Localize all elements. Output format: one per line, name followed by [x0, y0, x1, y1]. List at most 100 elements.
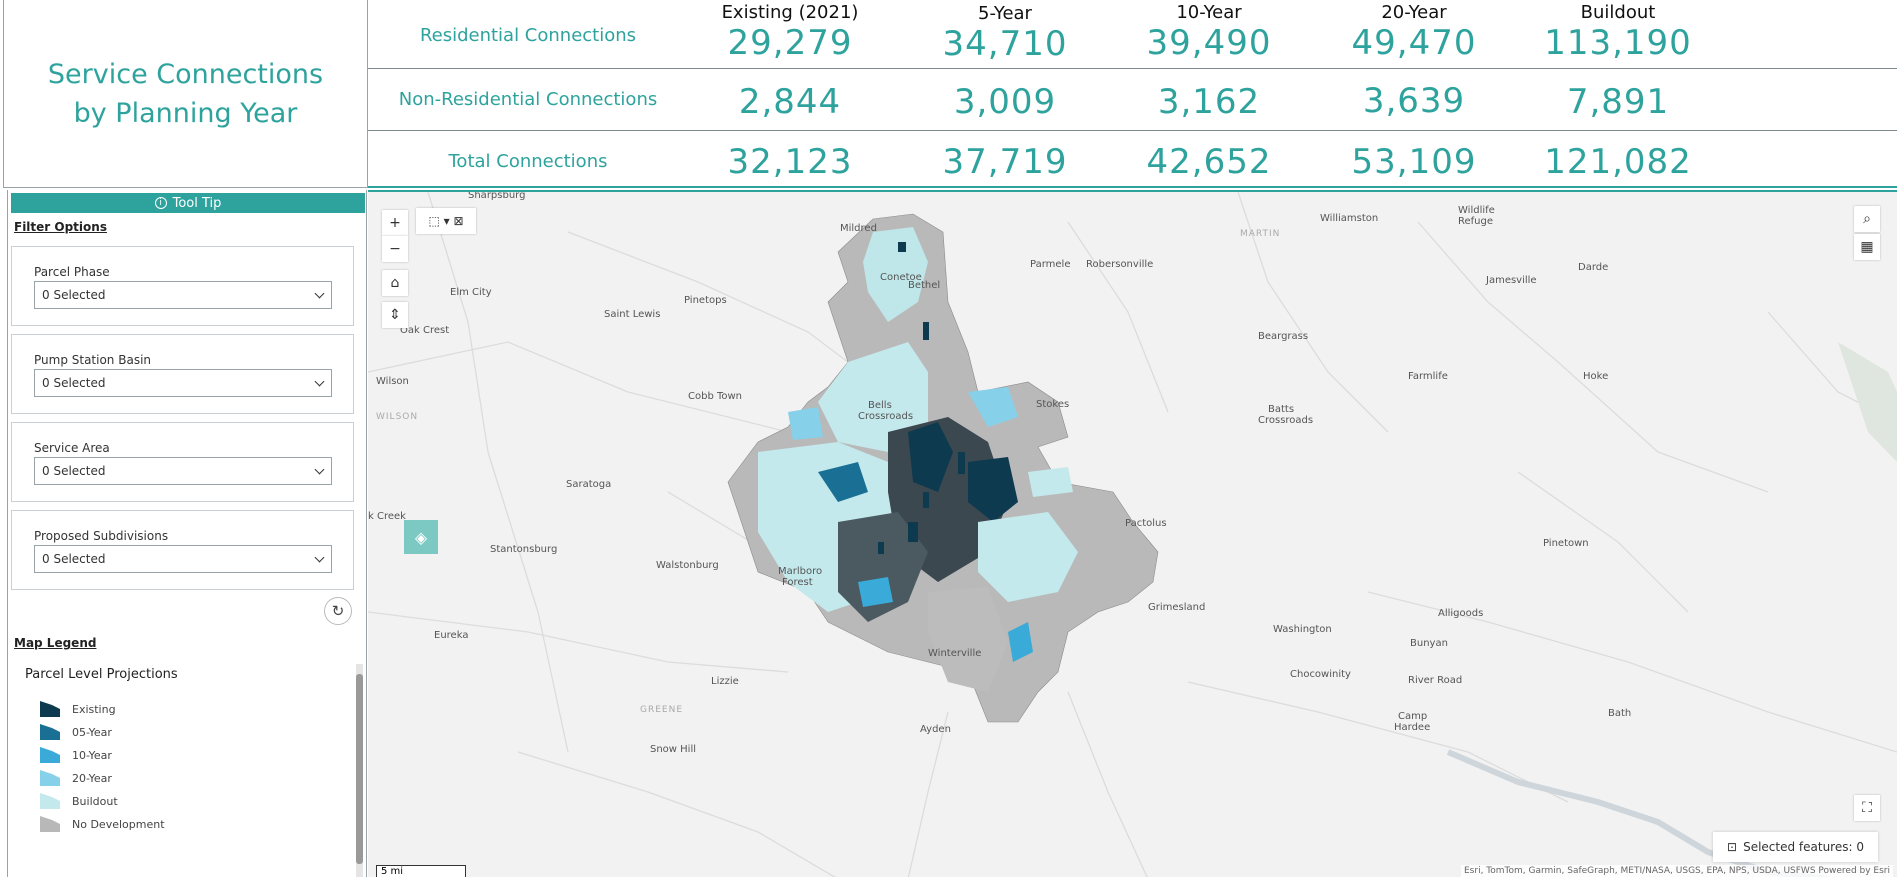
layer-list-button[interactable]: ◈: [404, 520, 438, 554]
place-label: Sharpsburg: [468, 190, 526, 201]
place-label: Lizzie: [711, 676, 739, 687]
row-divider: [368, 68, 1897, 69]
place-label: GREENE: [640, 705, 684, 715]
fullscreen-button[interactable]: ⛶: [1854, 795, 1880, 821]
place-label: MARTIN: [1240, 229, 1281, 239]
place-label: Saratoga: [566, 479, 612, 490]
qr-code-icon: ▦: [1860, 239, 1874, 255]
zoom-out-button[interactable]: −: [382, 236, 408, 262]
place-label: Snow Hill: [650, 744, 697, 755]
col-header-existing: Existing (2021): [721, 2, 859, 23]
filter-label: Parcel Phase: [34, 265, 110, 279]
home-icon: ⌂: [390, 275, 400, 291]
map-canvas[interactable]: [368, 192, 1897, 877]
place-label: Washington: [1273, 624, 1332, 635]
wildlife-refuge-area: [1838, 342, 1897, 462]
map-attribution: Esri, TomTom, Garmin, SafeGraph, METI/NA…: [1461, 865, 1893, 877]
fullscreen-icon: ⛶: [1862, 800, 1872, 816]
non-residential-5-year: 3,009: [953, 82, 1057, 122]
select-value: 0 Selected: [42, 288, 106, 302]
qr-code-button[interactable]: ▦: [1854, 234, 1880, 260]
legend-scrollbar[interactable]: [356, 664, 363, 877]
table-bottom-border: [368, 186, 1897, 188]
place-label: Conetoe: [880, 272, 922, 283]
place-label: Pinetops: [684, 295, 727, 306]
place-label: Batts: [1268, 404, 1295, 415]
col-header-5-year: 5-Year: [978, 3, 1032, 24]
place-label: Mildred: [840, 223, 877, 234]
place-label: Bethel: [908, 280, 941, 291]
selection-icon: ⊡: [1727, 840, 1738, 854]
existing-parcels: [878, 242, 981, 554]
place-label: Crossroads: [1258, 415, 1314, 426]
compass-icon: ⇕: [389, 307, 401, 323]
col-header-10-year: 10-Year: [1176, 2, 1242, 23]
chevron-down-icon: [314, 376, 325, 387]
chevron-down-icon: [314, 288, 325, 299]
place-label: Cobb Town: [688, 391, 743, 402]
non-residential-10-year: 3,162: [1157, 82, 1261, 122]
place-label: Elm City: [450, 287, 492, 298]
home-button[interactable]: ⌂: [382, 270, 408, 296]
legend-swatch: [40, 701, 60, 717]
chevron-down-icon: [314, 552, 325, 563]
reset-filters-button[interactable]: ↻: [324, 597, 352, 625]
connections-stats-table: Existing (2021) 5-Year 10-Year 20-Year B…: [368, 0, 1897, 188]
proposed-subdivisions-select[interactable]: 0 Selected: [34, 545, 332, 573]
non-residential-buildout: 7,891: [1566, 82, 1670, 122]
legend-scrollbar-thumb[interactable]: [356, 674, 363, 864]
place-label: Camp: [1398, 711, 1428, 722]
legend-item-20-year: 20-Year: [40, 768, 112, 788]
place-label: River Road: [1408, 675, 1463, 686]
legend-label: Buildout: [72, 794, 118, 808]
legend-label: No Development: [72, 817, 165, 831]
zoom-in-button[interactable]: +: [382, 210, 408, 236]
search-button[interactable]: ⌕: [1854, 206, 1880, 232]
legend-title: Parcel Level Projections: [25, 667, 178, 682]
parcel-phase-select[interactable]: 0 Selected: [34, 281, 332, 309]
place-label: Forest: [782, 577, 813, 588]
place-label: Robersonville: [1086, 259, 1154, 270]
tooltip-button[interactable]: i Tool Tip: [11, 193, 365, 213]
place-label: Grimesland: [1148, 602, 1206, 613]
service-area-select[interactable]: 0 Selected: [34, 457, 332, 485]
select-tool-icon: ⬚ ▾ ⊠: [428, 214, 464, 228]
residential-20-year: 49,470: [1351, 23, 1477, 63]
scale-bar: 5 mi: [376, 865, 466, 877]
place-label: Bunyan: [1410, 638, 1448, 649]
col-header-20-year: 20-Year: [1381, 2, 1447, 23]
select-value: 0 Selected: [42, 552, 106, 566]
title-line-2: by Planning Year: [73, 97, 298, 129]
residential-buildout: 113,190: [1544, 23, 1692, 63]
place-label: k Creek: [368, 511, 406, 522]
place-label: Beargrass: [1258, 331, 1309, 342]
search-icon: ⌕: [1863, 211, 1871, 227]
place-label: WILSON: [376, 412, 419, 422]
place-label: Stantonsburg: [490, 544, 558, 555]
filter-label: Pump Station Basin: [34, 353, 152, 367]
selection-toolbar[interactable]: ⬚ ▾ ⊠: [416, 208, 476, 234]
place-label: Hardee: [1394, 722, 1431, 733]
place-label: Farmlife: [1408, 371, 1448, 382]
legend-swatch: [40, 724, 60, 740]
legend-item-buildout: Buildout: [40, 791, 118, 811]
place-label: Wildlife: [1458, 205, 1495, 216]
residential-5-year: 34,710: [942, 24, 1068, 64]
non-residential-existing: 2,844: [738, 82, 842, 122]
row-label-total: Total Connections: [448, 151, 608, 172]
legend-item-05-year: 05-Year: [40, 722, 112, 742]
map-view[interactable]: Sharpsburg Mildred Williamston MARTIN Wi…: [368, 190, 1897, 877]
place-label: Eureka: [434, 630, 469, 641]
row-label-non-residential: Non-Residential Connections: [398, 89, 658, 110]
selected-features-indicator[interactable]: ⊡ Selected features: 0: [1713, 832, 1878, 862]
place-label: Alligoods: [1438, 608, 1484, 619]
parcel-projection-layer[interactable]: [727, 213, 1159, 723]
filter-label: Proposed Subdivisions: [34, 529, 169, 543]
place-label: Marlboro: [778, 566, 823, 577]
pump-station-basin-select[interactable]: 0 Selected: [34, 369, 332, 397]
compass-button[interactable]: ⇕: [382, 302, 408, 328]
filter-proposed-subdivisions: Proposed Subdivisions 0 Selected: [11, 510, 354, 590]
place-label: Winterville: [928, 648, 982, 659]
place-label: Walstonburg: [656, 560, 719, 571]
legend-item-no-development: No Development: [40, 814, 165, 834]
